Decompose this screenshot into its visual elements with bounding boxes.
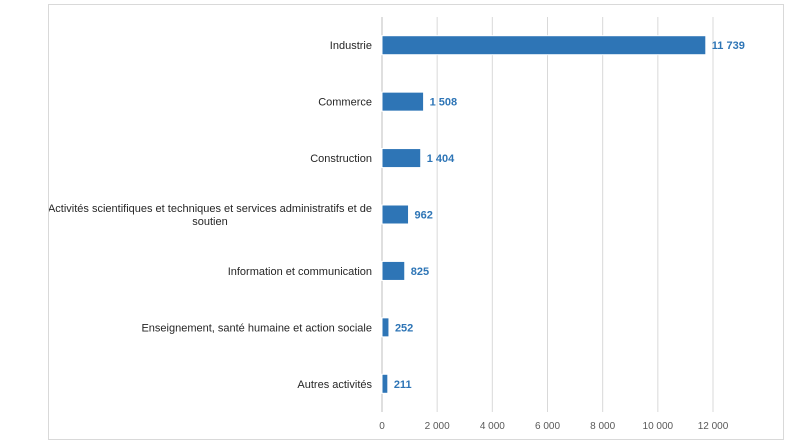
- x-tick-label: 6 000: [535, 421, 560, 432]
- chart-frame: 11 739 1 508 1 404 962 825 252 211 Industrie Co…: [48, 4, 784, 440]
- data-label: 11 739: [712, 40, 745, 52]
- bar: [381, 260, 406, 281]
- category-label: Construction: [310, 153, 372, 165]
- data-label: 825: [411, 266, 429, 278]
- category-label: Information et communication: [228, 266, 372, 278]
- bar: [381, 317, 390, 338]
- bars: [381, 35, 707, 394]
- data-label: 1 404: [427, 153, 455, 165]
- category-label: Autres activités: [297, 379, 372, 391]
- x-tick-label: 8 000: [590, 421, 615, 432]
- bar: [381, 148, 422, 169]
- bar: [381, 35, 707, 56]
- x-tick-label: 12 000: [698, 421, 729, 432]
- category-label: Industrie: [330, 40, 372, 52]
- bar: [381, 204, 410, 225]
- gridlines: [381, 17, 714, 412]
- category-label: Commerce: [318, 97, 372, 109]
- category-label: Activités scientifiques et techniques et…: [49, 203, 372, 215]
- data-label: 962: [415, 210, 433, 222]
- data-label: 1 508: [430, 97, 458, 109]
- data-label: 211: [394, 379, 412, 391]
- bar: [381, 91, 425, 112]
- bar-chart: 11 739 1 508 1 404 962 825 252 211 Industrie Co…: [49, 17, 745, 432]
- category-label: soutien: [192, 216, 227, 228]
- category-label: Enseignement, santé humaine et action so…: [141, 322, 372, 334]
- bar: [381, 373, 389, 394]
- data-label: 252: [395, 322, 413, 334]
- x-tick-label: 2 000: [425, 421, 450, 432]
- x-tick-label: 10 000: [643, 421, 674, 432]
- x-tick-label: 0: [379, 421, 385, 432]
- x-tick-label: 4 000: [480, 421, 505, 432]
- category-labels: Industrie Commerce Construction Activités s…: [49, 40, 372, 391]
- data-labels: 11 739 1 508 1 404 962 825 252 211: [394, 40, 745, 391]
- x-tick-labels: 0 2 000 4 000 6 000 8 000 10 000 12 000: [379, 421, 729, 432]
